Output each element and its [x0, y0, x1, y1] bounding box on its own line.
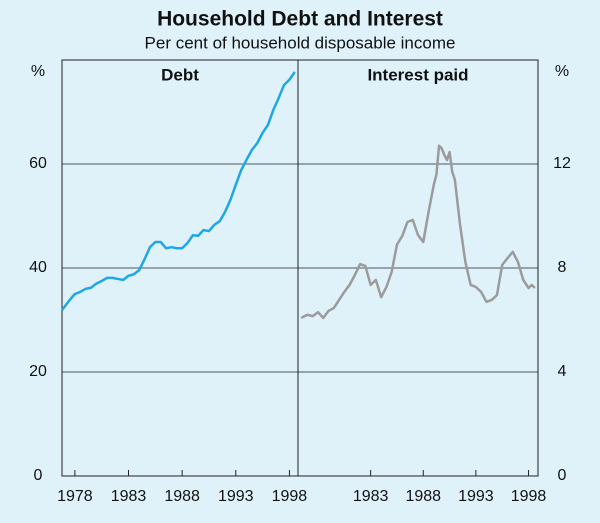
x-tick-label: 1988 [164, 488, 200, 505]
y-tick-label: 0 [558, 467, 567, 484]
x-tick-label: 1983 [111, 488, 147, 505]
y-tick-label: 12 [553, 155, 571, 172]
data-line [300, 144, 536, 320]
y-tick-label: 8 [558, 259, 567, 276]
chart-subtitle: Per cent of household disposable income [145, 33, 456, 52]
data-line [61, 71, 296, 311]
y-axis-label: % [555, 63, 569, 80]
y-tick-label: 40 [29, 259, 47, 276]
y-tick-label: 0 [34, 467, 43, 484]
y-axis-label: % [31, 63, 45, 80]
y-tick-label: 20 [29, 363, 47, 380]
panel-title: Interest paid [367, 65, 468, 84]
x-tick-label: 1983 [353, 488, 389, 505]
x-tick-label: 1988 [405, 488, 441, 505]
x-tick-label: 1993 [218, 488, 254, 505]
y-tick-label: 4 [558, 363, 567, 380]
x-tick-label: 1998 [272, 488, 308, 505]
y-tick-label: 60 [29, 155, 47, 172]
panel-title: Debt [161, 65, 199, 84]
x-tick-label: 1998 [511, 488, 547, 505]
chart-title: Household Debt and Interest [157, 8, 443, 31]
x-tick-label: 1978 [57, 488, 93, 505]
x-tick-label: 1993 [458, 488, 494, 505]
